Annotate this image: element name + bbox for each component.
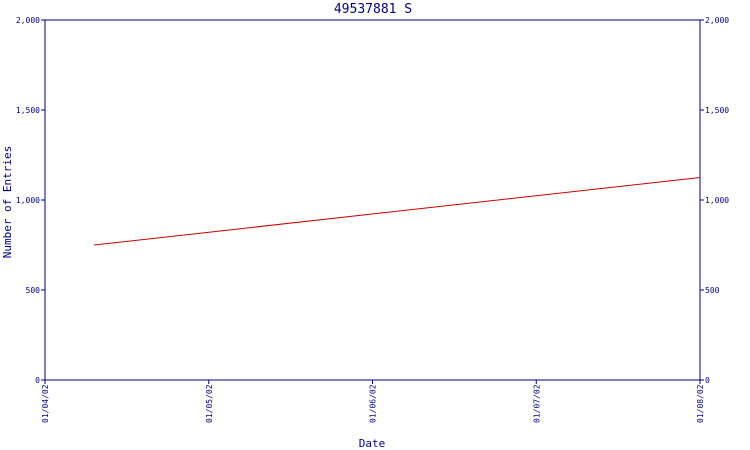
x-axis: 01/04/02 01/05/02 01/06/02 01/07/02 01/08/02	[41, 380, 705, 423]
x-tick-label: 01/07/02	[532, 384, 541, 423]
y-tick-label-left: 500	[26, 286, 41, 295]
series-line-1	[94, 177, 701, 246]
x-tick-label: 01/08/02	[696, 384, 705, 423]
y-tick-label-right: 1,000	[705, 196, 729, 205]
y-tick-label-left: 1,500	[16, 106, 40, 115]
chart-title: 49537881 S	[334, 2, 412, 17]
y-tick-label-right: 500	[705, 286, 720, 295]
y-axis-label: Number of Entries	[1, 146, 14, 259]
y-tick-label-left: 1,000	[16, 196, 40, 205]
y-axis-left: 0 500 1,000 1,500 2,000	[16, 16, 45, 385]
x-tick-label: 01/06/02	[369, 384, 378, 423]
y-tick-label-right: 0	[705, 376, 710, 385]
x-axis-label: Date	[359, 437, 386, 450]
x-tick-label: 01/05/02	[205, 384, 214, 423]
y-axis-right: 0 500 1,000 1,500 2,000	[700, 16, 729, 385]
x-tick-label: 01/04/02	[41, 384, 50, 423]
y-tick-label-right: 1,500	[705, 106, 729, 115]
plot-frame	[44, 19, 701, 381]
y-tick-label-left: 2,000	[16, 16, 40, 25]
y-tick-label-left: 0	[35, 376, 40, 385]
series-layer	[94, 177, 701, 246]
y-tick-label-right: 2,000	[705, 16, 729, 25]
